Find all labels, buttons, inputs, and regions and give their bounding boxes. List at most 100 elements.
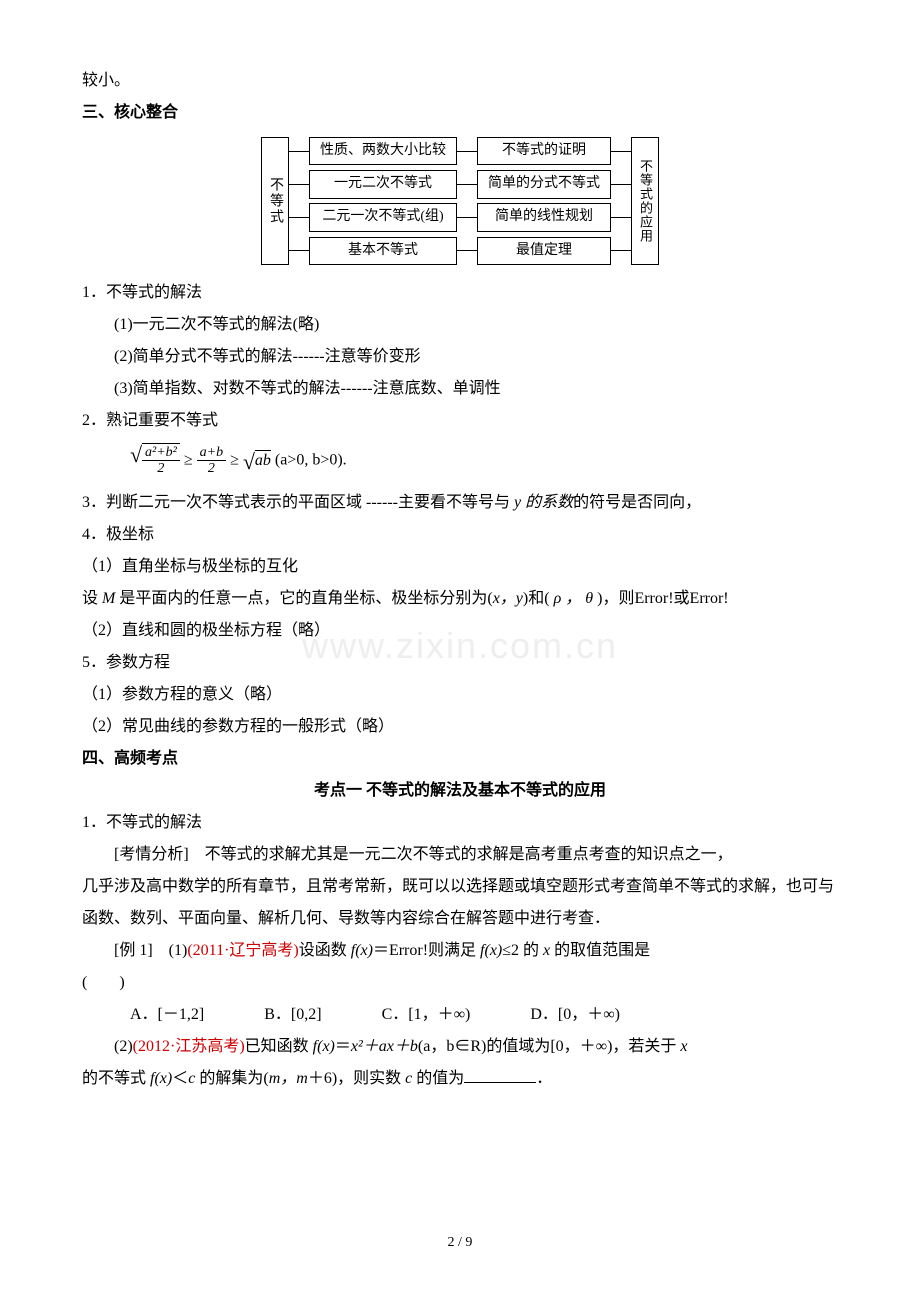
text-segment: 的符号是否同向， [573, 494, 701, 511]
var-y: y 的系数 [514, 494, 573, 511]
example-2-line1: (2)(2012·江苏高考)已知函数 f(x)＝x²＋ax＋b(a，b∈R)的值… [82, 1031, 838, 1063]
kaodian-1-title: 考点一 不等式的解法及基本不等式的应用 [82, 775, 838, 807]
text-segment: 的值为 [416, 1070, 464, 1087]
connector-line [611, 217, 631, 218]
example-1: [例 1] (1)(2011·辽宁高考)设函数 f(x)＝Error!则满足 f… [82, 935, 838, 967]
var-rho-theta: ρ ， θ [554, 590, 598, 607]
frac-denominator: 2 [197, 461, 226, 476]
list-subitem: （1）直角坐标与极坐标的互化 [82, 551, 838, 583]
diagram-connector [457, 137, 477, 265]
text-segment: 的值域为[0，＋∞)，若关于 [486, 1038, 680, 1055]
kaodian-item: 1．不等式的解法 [82, 807, 838, 839]
text-line: 较小。 [82, 65, 838, 97]
var-m: m，m [269, 1070, 308, 1087]
var-c: c [188, 1070, 199, 1087]
document-body: 较小。 三、核心整合 不等式 性质、两数大小比较 一元二次不等式 二元一次不等式… [82, 65, 838, 1095]
connector-line [611, 184, 631, 185]
var-m: M [102, 590, 119, 607]
list-subitem: (3)简单指数、对数不等式的解法------注意底数、单调性 [82, 373, 838, 405]
var-x: x [680, 1038, 687, 1055]
list-subitem: (1)一元二次不等式的解法(略) [82, 309, 838, 341]
text-segment: 的取值范围是 [554, 942, 650, 959]
connector-line [457, 217, 477, 218]
example-2-line2: 的不等式 f(x)＜c 的解集为(m，m＋6)，则实数 c 的值为． [82, 1063, 838, 1095]
connector-line [457, 184, 477, 185]
sqrt-icon: a²+b² 2 [130, 443, 180, 477]
text-segment: )和( [523, 590, 554, 607]
ge-symbol: ≥ [184, 452, 193, 469]
text-segment: ＜ [172, 1070, 188, 1087]
text-segment: 的不等式 [82, 1070, 150, 1087]
diagram-col1: 性质、两数大小比较 一元二次不等式 二元一次不等式(组) 基本不等式 [309, 137, 457, 265]
connector-line [289, 151, 309, 152]
diagram-right-box: 不等式的应用 [631, 137, 659, 265]
text-segment: ＋6)，则实数 [308, 1070, 405, 1087]
connector-line [457, 151, 477, 152]
analysis-line2: 几乎涉及高中数学的所有章节，且常考常新，既可以以选择题或填空题形式考查简单不等式… [82, 871, 838, 935]
connector-line [611, 250, 631, 251]
text-segment: ≤2 的 [502, 942, 543, 959]
sqrt-arg: ab [255, 450, 271, 469]
fraction: a+b 2 [197, 445, 226, 477]
list-subitem: （2）常见曲线的参数方程的一般形式（略） [82, 711, 838, 743]
diagram-box: 简单的线性规划 [477, 203, 611, 231]
var-fx: f(x) [313, 1038, 335, 1055]
option-a: A．[－1,2] [130, 999, 204, 1031]
inequality-formula: a²+b² 2 ≥ a+b 2 ≥ ab (a>0, b>0). [130, 443, 838, 477]
diagram-box: 基本不等式 [309, 237, 457, 265]
list-subitem: 设 M 是平面内的任意一点，它的直角坐标、极坐标分别为(x，y)和( ρ ， θ… [82, 583, 838, 615]
sqrt-icon: ab [243, 450, 271, 472]
frac-numerator: a²+b² [142, 445, 180, 461]
analysis-label: [考情分析] [114, 846, 205, 863]
var-expr: x²＋ax＋b [351, 1038, 418, 1055]
option-d: D．[0，＋∞) [530, 999, 620, 1031]
text-segment: 设 [82, 590, 102, 607]
diagram-col2: 不等式的证明 简单的分式不等式 简单的线性规划 最值定理 [477, 137, 611, 265]
diagram-connector [289, 137, 309, 265]
var-xy: x，y [493, 590, 523, 607]
example-label: (2) [114, 1038, 133, 1055]
example-label: [例 1] (1) [114, 942, 187, 959]
text-segment: ． [536, 1070, 552, 1087]
concept-diagram: 不等式 性质、两数大小比较 一元二次不等式 二元一次不等式(组) 基本不等式 [82, 137, 838, 265]
diagram-left-box: 不等式 [261, 137, 289, 265]
fraction: a²+b² 2 [142, 445, 180, 477]
kaodian-label: 考点一 不等式的解法及基本不等式的应用 [314, 782, 606, 799]
var-fx: f(x) [480, 942, 502, 959]
var-fx: f(x) [351, 942, 373, 959]
list-subitem: (2)简单分式不等式的解法------注意等价变形 [82, 341, 838, 373]
text-segment: ＝Error!则满足 [373, 942, 480, 959]
connector-line [289, 184, 309, 185]
connector-line [457, 250, 477, 251]
list-subitem: （1）参数方程的意义（略） [82, 679, 838, 711]
option-b: B．[0,2] [264, 999, 321, 1031]
diagram-connector [611, 137, 631, 265]
answer-blank [464, 1067, 536, 1083]
analysis-line1: [考情分析] 不等式的求解尤其是一元二次不等式的求解是高考重点考查的知识点之一， [82, 839, 838, 871]
diagram-box: 最值定理 [477, 237, 611, 265]
exam-reference: (2011·辽宁高考) [187, 942, 298, 959]
diagram-box: 一元二次不等式 [309, 170, 457, 198]
text-segment: ＝ [335, 1038, 351, 1055]
list-item-4: 4．极坐标 [82, 519, 838, 551]
text-segment: 已知函数 [245, 1038, 313, 1055]
frac-denominator: 2 [142, 461, 180, 476]
text-segment: 不等式的求解尤其是一元二次不等式的求解是高考重点考查的知识点之一， [205, 846, 733, 863]
list-item-1: 1．不等式的解法 [82, 277, 838, 309]
list-item-3: 3．判断二元一次不等式表示的平面区域 ------主要看不等号与 y 的系数的符… [82, 487, 838, 519]
page-number: 2 / 9 [0, 1229, 920, 1257]
section-4-title: 四、高频考点 [82, 743, 838, 775]
ge-symbol: ≥ [230, 452, 239, 469]
list-item-5: 5．参数方程 [82, 647, 838, 679]
connector-line [289, 217, 309, 218]
connector-line [289, 250, 309, 251]
diagram-box: 性质、两数大小比较 [309, 137, 457, 165]
diagram-box: 不等式的证明 [477, 137, 611, 165]
diagram-box: 简单的分式不等式 [477, 170, 611, 198]
text-segment: )，则Error!或Error! [597, 590, 729, 607]
var-x: x [543, 942, 554, 959]
connector-line [611, 151, 631, 152]
var-c: c [405, 1070, 416, 1087]
diagram-container: 不等式 性质、两数大小比较 一元二次不等式 二元一次不等式(组) 基本不等式 [261, 137, 659, 265]
frac-numerator: a+b [197, 445, 226, 461]
